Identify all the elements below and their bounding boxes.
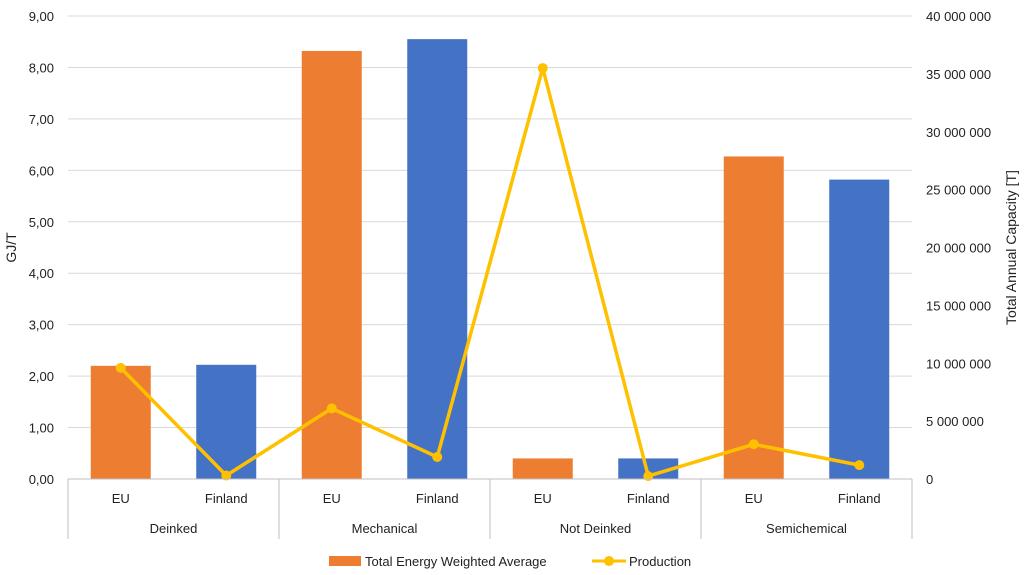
y2-tick-label: 0 [926, 472, 933, 487]
left-axis-title: GJ/T [3, 232, 19, 263]
y-tick-label: 7,00 [29, 112, 54, 127]
category-label: Finland [627, 491, 670, 506]
production-point [854, 460, 865, 471]
legend-label: Production [629, 554, 691, 569]
production-point [326, 403, 337, 414]
gridlines [68, 15, 912, 480]
production-point [748, 439, 759, 450]
y-tick-label: 5,00 [29, 215, 54, 230]
category-label: EU [112, 491, 130, 506]
category-label: Finland [416, 491, 459, 506]
bar [618, 458, 679, 479]
category-label: EU [745, 491, 763, 506]
y-tick-label: 3,00 [29, 318, 54, 333]
production-point [537, 63, 548, 74]
y2-tick-label: 15 000 000 [926, 298, 991, 313]
y-tick-label: 9,00 [29, 9, 54, 24]
group-label: Mechanical [352, 521, 418, 536]
legend: Total Energy Weighted Average Production [329, 554, 691, 569]
y-tick-label: 4,00 [29, 266, 54, 281]
production-point [221, 470, 232, 481]
production-line-series [115, 63, 865, 482]
legend-swatch-bar [329, 556, 361, 566]
y2-tick-label: 30 000 000 [926, 125, 991, 140]
bar [723, 156, 784, 479]
right-axis-ticks: 0 5 000 000 10 000 000 15 000 000 20 000 000… [926, 9, 991, 487]
group-label: Semichemical [766, 521, 847, 536]
y-tick-label: 6,00 [29, 163, 54, 178]
category-label: Finland [838, 491, 881, 506]
bar-series [90, 39, 890, 480]
bar [829, 179, 890, 480]
bar [407, 39, 468, 480]
category-axis: EU Finland Deinked EU Finland Mechanical EU Fin… [67, 478, 913, 539]
production-point [115, 362, 126, 373]
bar [301, 50, 362, 479]
y2-tick-label: 35 000 000 [926, 67, 991, 82]
y-tick-label: 2,00 [29, 369, 54, 384]
right-axis-title: Total Annual Capacity [T] [1003, 170, 1019, 325]
legend-label: Total Energy Weighted Average [365, 554, 547, 569]
production-point [643, 471, 654, 482]
category-label: EU [323, 491, 341, 506]
y2-tick-label: 10 000 000 [926, 356, 991, 371]
production-line [119, 66, 860, 478]
y2-tick-label: 40 000 000 [926, 9, 991, 24]
legend-swatch-marker [604, 556, 614, 566]
left-axis-ticks: 0,00 1,00 2,00 3,00 4,00 5,00 6,00 7,00 8,00 9,00 [29, 9, 54, 487]
y2-tick-label: 25 000 000 [926, 183, 991, 198]
bar [512, 458, 573, 479]
group-label: Not Deinked [560, 521, 632, 536]
y-tick-label: 8,00 [29, 60, 54, 75]
bar [196, 364, 257, 479]
category-label: Finland [205, 491, 248, 506]
y2-tick-label: 5 000 000 [926, 414, 984, 429]
production-point [432, 452, 443, 463]
y2-tick-label: 20 000 000 [926, 241, 991, 256]
bar [90, 365, 151, 479]
category-label: EU [534, 491, 552, 506]
y-tick-label: 0,00 [29, 472, 54, 487]
group-label: Deinked [150, 521, 198, 536]
y-tick-label: 1,00 [29, 421, 54, 436]
